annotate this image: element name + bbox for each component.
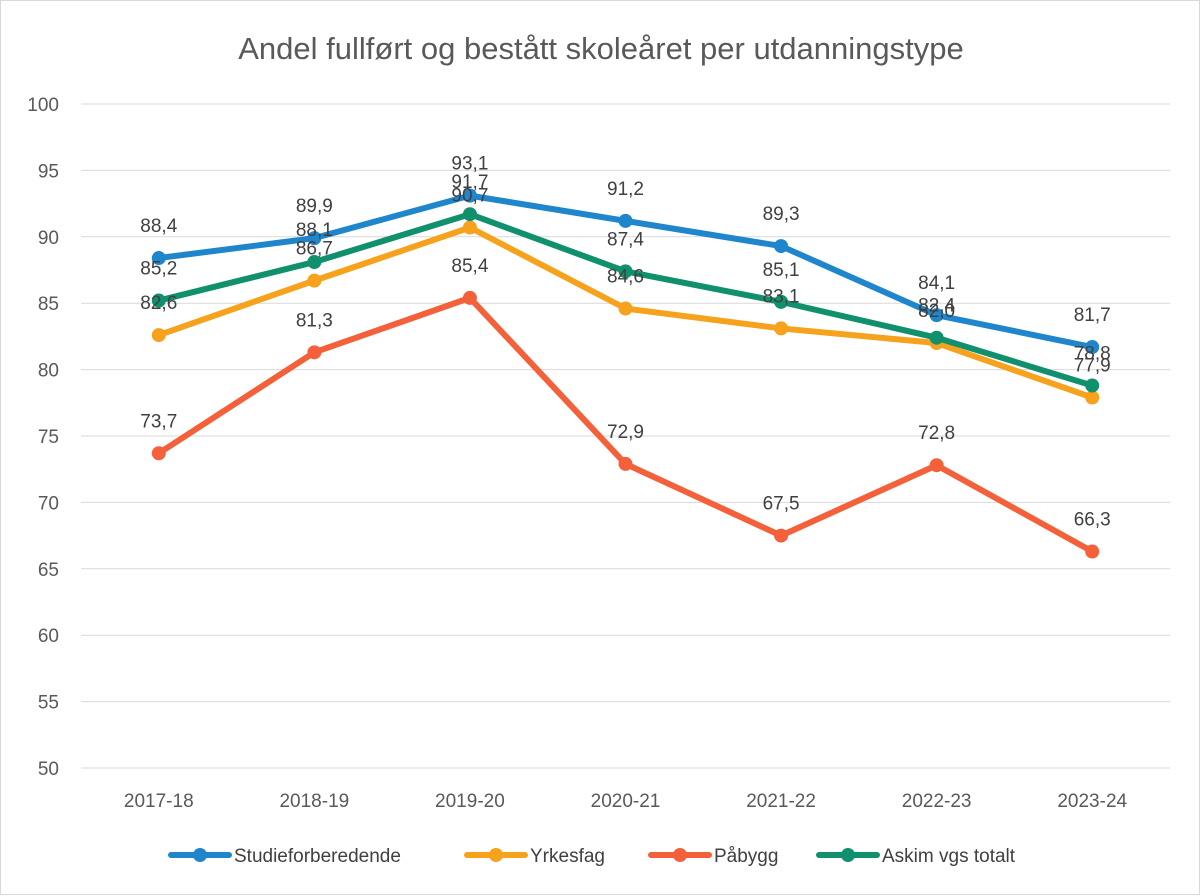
data-label: 85,4 [451, 256, 488, 277]
data-label: 66,3 [1074, 510, 1111, 531]
data-point [462, 207, 477, 222]
x-tick-label: 2020-21 [591, 791, 661, 812]
data-label: 87,4 [607, 229, 644, 250]
data-label: 86,7 [296, 239, 333, 260]
legend-label: Yrkesfag [530, 846, 605, 867]
data-label: 84,1 [918, 273, 955, 294]
data-label: 83,1 [763, 286, 800, 307]
data-point [151, 328, 166, 343]
data-point [151, 293, 166, 308]
data-point [1085, 390, 1100, 405]
y-tick-label: 50 [38, 759, 59, 780]
data-label: 73,7 [140, 411, 177, 432]
data-label: 91,7 [451, 172, 488, 193]
data-point [618, 456, 633, 471]
data-label: 84,6 [607, 267, 644, 288]
data-label: 85,2 [140, 259, 177, 280]
y-tick-label: 100 [27, 95, 59, 116]
data-label: 88,4 [140, 216, 177, 237]
data-label: 91,2 [607, 179, 644, 200]
data-label: 67,5 [763, 494, 800, 515]
legend-label: Studieforberedende [234, 846, 401, 867]
y-tick-label: 55 [38, 693, 59, 714]
legend-label: Askim vgs totalt [882, 846, 1016, 867]
data-point [774, 239, 789, 254]
data-label: 90,7 [451, 186, 488, 207]
data-label: 72,8 [918, 423, 955, 444]
x-axis: 2017-18 2018-19 2019-20 2020-21 2021-22 2022-… [124, 791, 1128, 812]
data-point [618, 213, 633, 228]
y-axis: 50 55 60 65 70 75 80 85 90 95 100 [27, 95, 59, 780]
legend: Studieforberedende Yrkesfag Påbygg Askim vg… [168, 846, 1016, 867]
x-tick-label: 2021-22 [746, 791, 816, 812]
data-label: 78,8 [1074, 344, 1111, 365]
y-tick-label: 90 [38, 228, 59, 249]
data-point [462, 290, 477, 305]
chart-title: Andel fullført og bestått skoleåret per … [238, 31, 964, 66]
data-point [929, 308, 944, 323]
gridlines [81, 103, 1170, 769]
data-point [151, 446, 166, 461]
x-tick-label: 2023-24 [1057, 791, 1127, 812]
data-point [307, 273, 322, 288]
x-tick-label: 2017-18 [124, 791, 194, 812]
x-tick-label: 2019-20 [435, 791, 505, 812]
data-label: 89,3 [763, 204, 800, 225]
data-label: 93,1 [451, 154, 488, 175]
x-tick-label: 2022-23 [902, 791, 972, 812]
data-label: 81,7 [1074, 305, 1111, 326]
series-group [151, 188, 1100, 559]
data-point [774, 294, 789, 309]
data-point [774, 528, 789, 543]
data-label: 82,4 [918, 296, 955, 317]
data-point [929, 330, 944, 345]
data-point [462, 188, 477, 203]
data-point [462, 220, 477, 235]
data-point [151, 251, 166, 266]
legend-marker [673, 848, 687, 862]
y-tick-label: 65 [38, 560, 59, 581]
legend-marker [193, 848, 207, 862]
data-point [929, 458, 944, 473]
x-tick-label: 2018-19 [279, 791, 349, 812]
data-label: 82,0 [918, 301, 955, 322]
data-label: 85,1 [763, 260, 800, 281]
data-point [307, 255, 322, 270]
y-tick-label: 75 [38, 427, 59, 448]
data-label: 88,1 [296, 220, 333, 241]
data-point [307, 345, 322, 360]
y-tick-label: 95 [38, 161, 59, 182]
data-point [774, 321, 789, 336]
y-tick-label: 85 [38, 294, 59, 315]
data-labels: 88,4 89,9 93,1 91,2 89,3 84,1 81,7 82,6 86,7 90,7… [140, 154, 1110, 531]
data-point [618, 264, 633, 279]
data-label: 82,6 [140, 293, 177, 314]
data-point [618, 301, 633, 316]
legend-marker [841, 848, 855, 862]
data-label: 77,9 [1074, 355, 1111, 376]
y-tick-label: 60 [38, 626, 59, 647]
y-tick-label: 80 [38, 361, 59, 382]
data-point [307, 231, 322, 246]
data-point [1085, 378, 1100, 393]
data-label: 72,9 [607, 422, 644, 443]
data-point [1085, 340, 1100, 355]
legend-label: Påbygg [714, 846, 778, 867]
data-label: 89,9 [296, 196, 333, 217]
legend-marker [489, 848, 503, 862]
y-tick-label: 70 [38, 493, 59, 514]
data-point [1085, 544, 1100, 559]
data-label: 81,3 [296, 310, 333, 331]
